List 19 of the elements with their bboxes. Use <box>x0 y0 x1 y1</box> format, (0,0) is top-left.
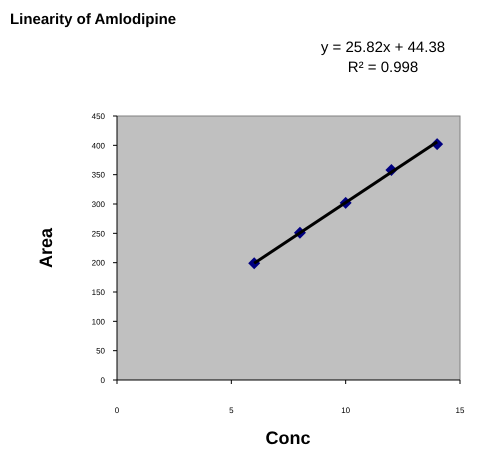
y-tick-label: 50 <box>96 346 106 356</box>
y-tick-label: 350 <box>92 170 106 180</box>
y-tick-label: 100 <box>92 317 106 326</box>
y-tick-label: 150 <box>92 288 106 297</box>
text: R² = 0.998 <box>348 59 418 76</box>
text: y = 25.82x + 44.38 <box>320 39 446 56</box>
x-tick-label: 5 <box>229 406 234 415</box>
x-tick-label: 0 <box>114 406 120 415</box>
y-tick-label: 250 <box>92 229 106 238</box>
y-tick-label: 200 <box>92 258 106 268</box>
y-tick-label: 0 <box>100 376 106 385</box>
x-tick-label: 10 <box>341 406 351 415</box>
y-tick-label: 300 <box>92 200 106 209</box>
y-tick-label: 400 <box>92 141 106 150</box>
chart-title: Linearity of Amlodipine <box>10 11 176 28</box>
y-tick-label: 450 <box>92 112 106 121</box>
y-axis-title: Area <box>36 227 56 268</box>
x-tick-label: 15 <box>456 406 465 415</box>
x-axis-title: Conc <box>266 428 310 448</box>
